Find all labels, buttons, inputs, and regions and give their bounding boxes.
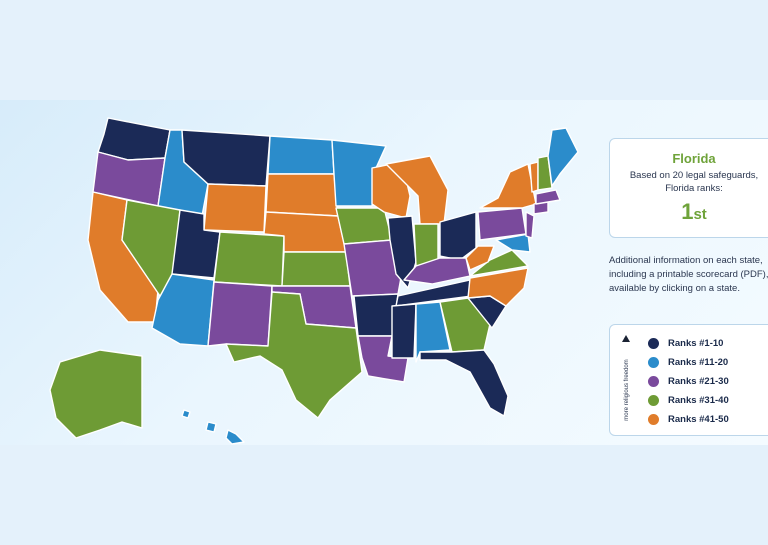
legend-label: Ranks #31-40 bbox=[668, 394, 729, 406]
state-ohio[interactable] bbox=[439, 211, 477, 261]
info-line-2: Florida ranks: bbox=[665, 183, 723, 194]
legend-item-ranks-31-40: Ranks #31-40 bbox=[648, 392, 729, 408]
state-florida[interactable] bbox=[419, 349, 509, 417]
info-rank-number: 1 bbox=[681, 199, 694, 224]
state-illinois[interactable] bbox=[387, 215, 417, 289]
legend-dot-icon bbox=[648, 413, 659, 425]
legend-item-ranks-41-50: Ranks #41-50 bbox=[648, 411, 729, 427]
additional-line-1: Additional information on each state, bbox=[609, 255, 763, 266]
state-massachusetts[interactable] bbox=[535, 189, 561, 205]
legend-dot-icon bbox=[648, 375, 659, 387]
legend-axis-label: more religious freedom bbox=[624, 359, 630, 421]
state-vermont[interactable] bbox=[529, 161, 539, 193]
info-rank: 1st bbox=[610, 199, 768, 225]
state-info-card: Florida Based on 20 legal safeguards, Fl… bbox=[609, 138, 768, 238]
legend-label: Ranks #1-10 bbox=[668, 337, 724, 349]
state-alabama[interactable] bbox=[415, 301, 451, 363]
legend-item-ranks-11-20: Ranks #11-20 bbox=[648, 354, 728, 370]
state-colorado[interactable] bbox=[213, 231, 285, 287]
state-west-virginia[interactable] bbox=[465, 245, 495, 271]
legend-label: Ranks #21-30 bbox=[668, 375, 729, 387]
map-panel: Florida Based on 20 legal safeguards, Fl… bbox=[0, 100, 768, 445]
state-maine[interactable] bbox=[547, 127, 579, 187]
state-missouri[interactable] bbox=[343, 239, 403, 297]
state-new-mexico[interactable] bbox=[207, 281, 273, 347]
info-description: Based on 20 legal safeguards, Florida ra… bbox=[610, 169, 768, 195]
state-kansas[interactable] bbox=[281, 251, 351, 287]
rank-legend: more religious freedom Ranks #1-10 Ranks… bbox=[609, 324, 768, 436]
info-rank-suffix: st bbox=[693, 206, 707, 223]
state-mississippi[interactable] bbox=[391, 303, 417, 359]
additional-line-3: available by clicking on a state. bbox=[609, 283, 740, 294]
additional-line-2: including a printable scorecard (PDF), i bbox=[609, 269, 768, 280]
legend-dot-icon bbox=[648, 356, 659, 368]
legend-label: Ranks #41-50 bbox=[668, 413, 729, 425]
state-washington[interactable] bbox=[97, 117, 171, 161]
state-wyoming[interactable] bbox=[203, 183, 267, 233]
legend-label: Ranks #11-20 bbox=[668, 356, 729, 368]
info-state-name: Florida bbox=[672, 151, 716, 166]
state-georgia[interactable] bbox=[439, 297, 491, 353]
state-hawaii[interactable] bbox=[181, 409, 245, 445]
state-new-york[interactable] bbox=[479, 163, 537, 209]
state-texas[interactable] bbox=[225, 291, 363, 419]
state-arizona[interactable] bbox=[151, 273, 215, 347]
legend-item-ranks-21-30: Ranks #21-30 bbox=[648, 373, 729, 389]
state-alaska[interactable] bbox=[49, 349, 143, 439]
triangle-up-icon bbox=[622, 335, 630, 342]
state-maryland[interactable] bbox=[495, 233, 531, 253]
us-map bbox=[49, 117, 579, 445]
legend-dot-icon bbox=[648, 394, 659, 406]
state-new-jersey[interactable] bbox=[525, 211, 535, 239]
state-iowa[interactable] bbox=[335, 207, 393, 245]
state-north-carolina[interactable] bbox=[467, 267, 529, 307]
legend-item-ranks-1-10: Ranks #1-10 bbox=[648, 335, 723, 351]
state-north-dakota[interactable] bbox=[267, 135, 335, 175]
state-south-dakota[interactable] bbox=[265, 173, 339, 217]
additional-info: Additional information on each state, in… bbox=[609, 254, 768, 296]
legend-dot-icon bbox=[648, 337, 659, 349]
info-line-1: Based on 20 legal safeguards, bbox=[629, 170, 759, 181]
